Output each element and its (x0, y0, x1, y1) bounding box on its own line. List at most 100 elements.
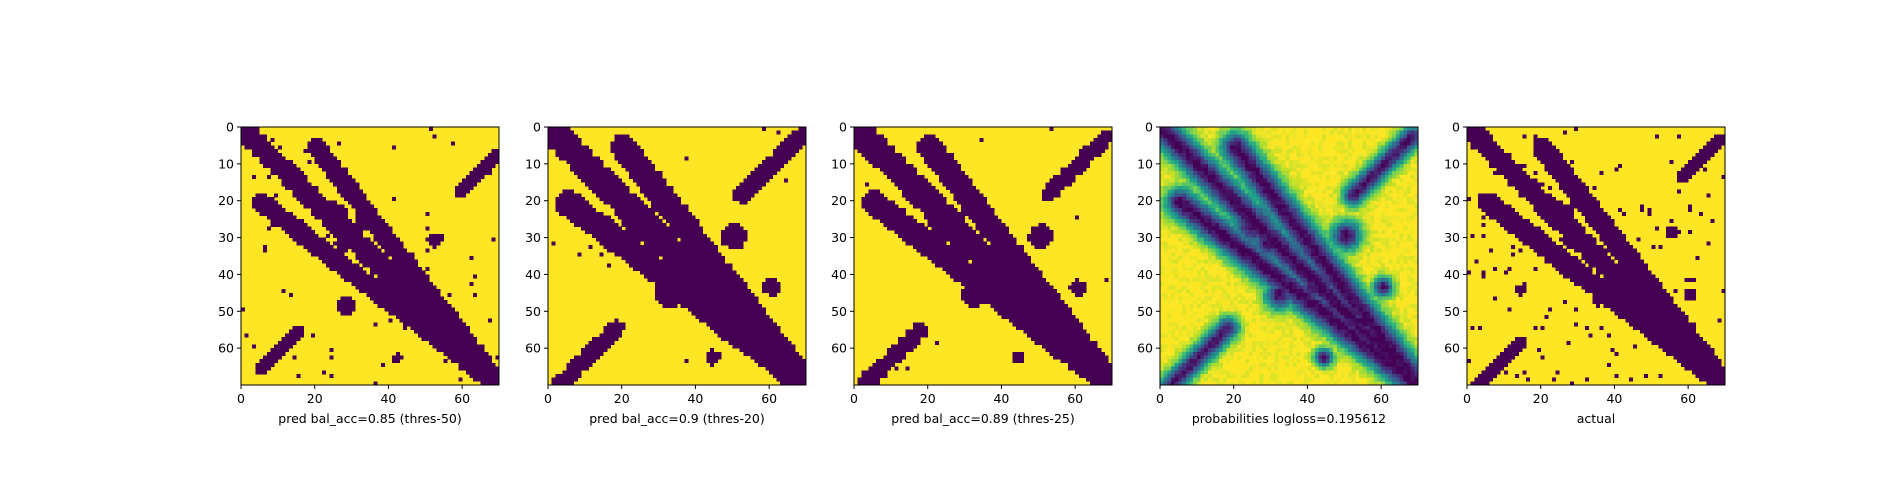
heatmap-cell (621, 145, 626, 150)
heatmap-cell (924, 244, 929, 249)
heatmap-cell (643, 219, 648, 224)
heatmap-cell (780, 373, 785, 378)
heatmap-cell (724, 233, 729, 238)
heatmap-cell (373, 233, 378, 238)
heatmap-cell (1008, 274, 1013, 279)
heatmap-cell (458, 377, 463, 382)
heatmap-cell (599, 174, 604, 179)
heatmap-cell (1056, 314, 1061, 319)
heatmap-cell (1023, 296, 1028, 301)
heatmap-cell (263, 134, 268, 139)
heatmap-cell (957, 219, 962, 224)
heatmap-cell (964, 204, 969, 209)
heatmap-cell (285, 337, 290, 342)
heatmap-cell (931, 244, 936, 249)
heatmap-cell (625, 248, 630, 253)
heatmap-cell (377, 241, 382, 246)
heatmap-cell (761, 355, 766, 360)
heatmap-cell (776, 366, 781, 371)
heatmap-cell (584, 145, 589, 150)
heatmap-cell (1045, 292, 1050, 297)
heatmap-cell (1082, 152, 1087, 157)
heatmap-cell (399, 307, 404, 312)
heatmap-cell (684, 237, 689, 242)
heatmap-cell (717, 281, 722, 286)
heatmap-cell (1001, 300, 1006, 305)
heatmap-cell (318, 252, 323, 257)
heatmap-cell (288, 178, 293, 183)
heatmap-cell (706, 237, 711, 242)
heatmap-cell (491, 149, 496, 154)
heatmap-cell (669, 252, 674, 257)
heatmap-cell (614, 244, 619, 249)
heatmap-cell (665, 278, 670, 283)
heatmap-cell (684, 211, 689, 216)
heatmap-cell (584, 362, 589, 367)
heatmap-cell (573, 355, 578, 360)
heatmap-cell (1023, 259, 1028, 264)
heatmap-cell (876, 189, 881, 194)
heatmap-cell (285, 163, 290, 168)
heatmap-cell (1060, 307, 1065, 312)
heatmap-cell (336, 267, 341, 272)
heatmap-cell (912, 226, 917, 231)
heatmap-cell (303, 244, 308, 249)
heatmap-cell (691, 215, 696, 220)
heatmap-cell (931, 145, 936, 150)
heatmap-cell (625, 167, 630, 172)
heatmap-cell (1086, 163, 1091, 168)
heatmap-cell (632, 256, 637, 260)
heatmap-cell (643, 226, 648, 231)
heatmap-cell (662, 274, 667, 279)
heatmap-cell (425, 303, 430, 308)
heatmap-cell (629, 230, 634, 235)
heatmap-cell (603, 197, 608, 202)
heatmap-cell (702, 241, 707, 246)
heatmap-cell (487, 160, 492, 165)
heatmap-cell (614, 152, 619, 157)
heatmap-cell (780, 333, 785, 338)
heatmap-cell (480, 174, 485, 179)
heatmap-cell (592, 160, 597, 165)
heatmap-cell (735, 344, 740, 349)
heatmap-cell (949, 174, 954, 179)
heatmap-cell (658, 230, 663, 235)
heatmap-cell (1053, 329, 1058, 334)
heatmap-cell (395, 248, 400, 253)
heatmap-cell (263, 359, 268, 364)
heatmap-cell (1045, 326, 1050, 331)
heatmap-cell (1038, 307, 1043, 312)
heatmap-cell (425, 274, 430, 279)
heatmap-cell (783, 377, 788, 382)
heatmap-cell (366, 222, 371, 227)
heatmap-cell (957, 211, 962, 216)
heatmap-cell (971, 204, 976, 209)
heatmap-cell (924, 160, 929, 165)
heatmap-cell (555, 204, 560, 209)
heatmap-cell (399, 292, 404, 297)
heatmap-cell (1027, 259, 1032, 264)
heatmap-cell (573, 156, 578, 161)
heatmap-cell (458, 355, 463, 360)
heatmap-cell (1027, 307, 1032, 312)
heatmap-cell (772, 355, 777, 360)
heatmap-cell (263, 200, 268, 205)
heatmap-cell (469, 340, 474, 345)
heatmap-cell (1093, 344, 1098, 349)
heatmap-cell (584, 348, 589, 353)
heatmap-cell (606, 326, 611, 331)
heatmap-cell (1064, 174, 1069, 179)
heatmap-cell (651, 200, 656, 205)
heatmap-cell (728, 318, 733, 323)
heatmap-cell (595, 215, 600, 220)
heatmap-cell (625, 193, 630, 198)
heatmap-cell (983, 226, 987, 231)
heatmap-cell (706, 318, 711, 323)
heatmap-cell (1023, 263, 1028, 268)
heatmap-cell (296, 219, 301, 224)
heatmap-cell (373, 237, 378, 242)
heatmap-cell (1082, 359, 1087, 364)
heatmap-cell (573, 222, 578, 227)
heatmap-cell (562, 373, 567, 378)
heatmap-cell (665, 303, 670, 308)
